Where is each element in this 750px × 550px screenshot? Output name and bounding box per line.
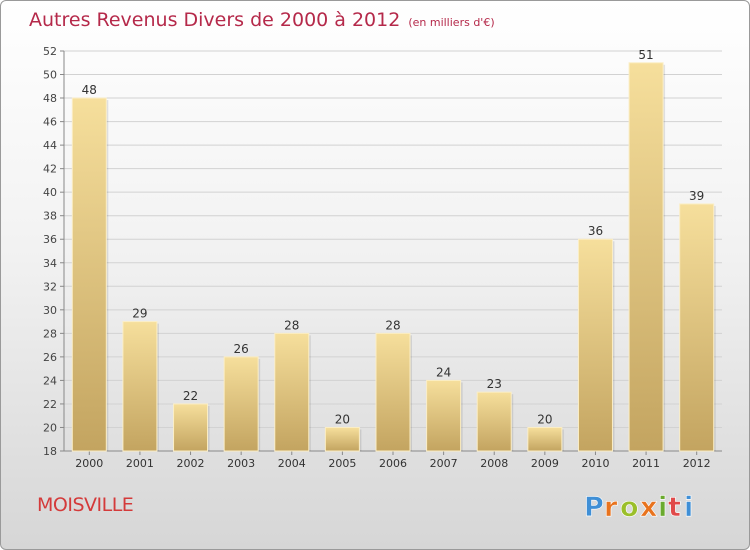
data-label: 28 bbox=[385, 318, 400, 332]
y-tick-label: 26 bbox=[43, 351, 57, 364]
data-label: 22 bbox=[183, 389, 198, 403]
x-tick-label: 2007 bbox=[430, 457, 458, 470]
data-label: 23 bbox=[487, 377, 502, 391]
place-name: MOISVILLE bbox=[37, 494, 134, 516]
bar bbox=[527, 426, 563, 452]
y-tick-label: 48 bbox=[43, 92, 57, 105]
y-tick-label: 50 bbox=[43, 69, 57, 82]
y-tick-label: 46 bbox=[43, 116, 57, 129]
data-label: 29 bbox=[132, 307, 147, 321]
x-tick-label: 2003 bbox=[227, 457, 255, 470]
y-tick-label: 40 bbox=[43, 186, 57, 199]
tick-labels: 18 20 22 24 26 28 30 32 34 36 38 40 42 44 46 48 50 52 2000… bbox=[43, 45, 711, 470]
logo-letter: o bbox=[620, 492, 640, 523]
x-tick-label: 2010 bbox=[581, 457, 609, 470]
y-tick-label: 36 bbox=[43, 233, 57, 246]
bar bbox=[577, 238, 613, 452]
bar bbox=[223, 356, 259, 452]
y-tick-label: 34 bbox=[43, 257, 57, 270]
bar bbox=[426, 379, 462, 452]
bar bbox=[122, 321, 158, 452]
bar bbox=[628, 62, 664, 452]
x-tick-label: 2004 bbox=[278, 457, 306, 470]
x-tick-label: 2002 bbox=[177, 457, 205, 470]
data-label: 20 bbox=[335, 412, 350, 426]
y-tick-label: 42 bbox=[43, 163, 57, 176]
bar bbox=[274, 332, 310, 452]
bar bbox=[71, 97, 107, 452]
bar bbox=[679, 203, 715, 452]
data-label: 26 bbox=[234, 342, 249, 356]
data-label: 20 bbox=[537, 412, 552, 426]
y-tick-label: 44 bbox=[43, 139, 57, 152]
chart-title: Autres Revenus Divers de 2000 à 2012 (en … bbox=[29, 9, 495, 31]
y-tick-label: 52 bbox=[43, 45, 57, 58]
data-label: 51 bbox=[638, 48, 653, 62]
logo-letter: t bbox=[668, 492, 682, 523]
x-tick-label: 2012 bbox=[683, 457, 711, 470]
data-label: 48 bbox=[82, 83, 97, 97]
x-tick-label: 2009 bbox=[531, 457, 559, 470]
data-label: 24 bbox=[436, 365, 451, 379]
logo-letter: x bbox=[640, 492, 658, 523]
logo-letter: r bbox=[604, 492, 618, 523]
data-labels: 48 29 22 26 28 20 28 24 23 20 36 51 39 bbox=[82, 48, 705, 427]
bar bbox=[375, 332, 411, 452]
x-tick-label: 2005 bbox=[328, 457, 356, 470]
title-text: Autres Revenus Divers de 2000 à 2012 bbox=[29, 9, 401, 31]
y-tick-label: 24 bbox=[43, 374, 57, 387]
logo-letter: i bbox=[684, 492, 694, 523]
x-tick-label: 2006 bbox=[379, 457, 407, 470]
x-tick-label: 2011 bbox=[632, 457, 660, 470]
x-tick-label: 2008 bbox=[480, 457, 508, 470]
data-label: 28 bbox=[284, 318, 299, 332]
y-tick-label: 22 bbox=[43, 398, 57, 411]
bar bbox=[324, 426, 360, 452]
y-tick-label: 30 bbox=[43, 304, 57, 317]
y-tick-label: 28 bbox=[43, 327, 57, 340]
bar bbox=[173, 403, 209, 452]
y-tick-label: 18 bbox=[43, 445, 57, 458]
bar bbox=[476, 391, 512, 452]
data-label: 39 bbox=[689, 189, 704, 203]
bars bbox=[71, 62, 716, 452]
logo-letter: i bbox=[658, 492, 668, 523]
data-label: 36 bbox=[588, 224, 603, 238]
title-unit: (en milliers d'€) bbox=[408, 16, 495, 29]
x-tick-label: 2000 bbox=[75, 457, 103, 470]
y-tick-label: 38 bbox=[43, 210, 57, 223]
y-tick-label: 20 bbox=[43, 421, 57, 434]
y-tick-label: 32 bbox=[43, 280, 57, 293]
x-tick-label: 2001 bbox=[126, 457, 154, 470]
logo-letter: P bbox=[584, 492, 605, 523]
